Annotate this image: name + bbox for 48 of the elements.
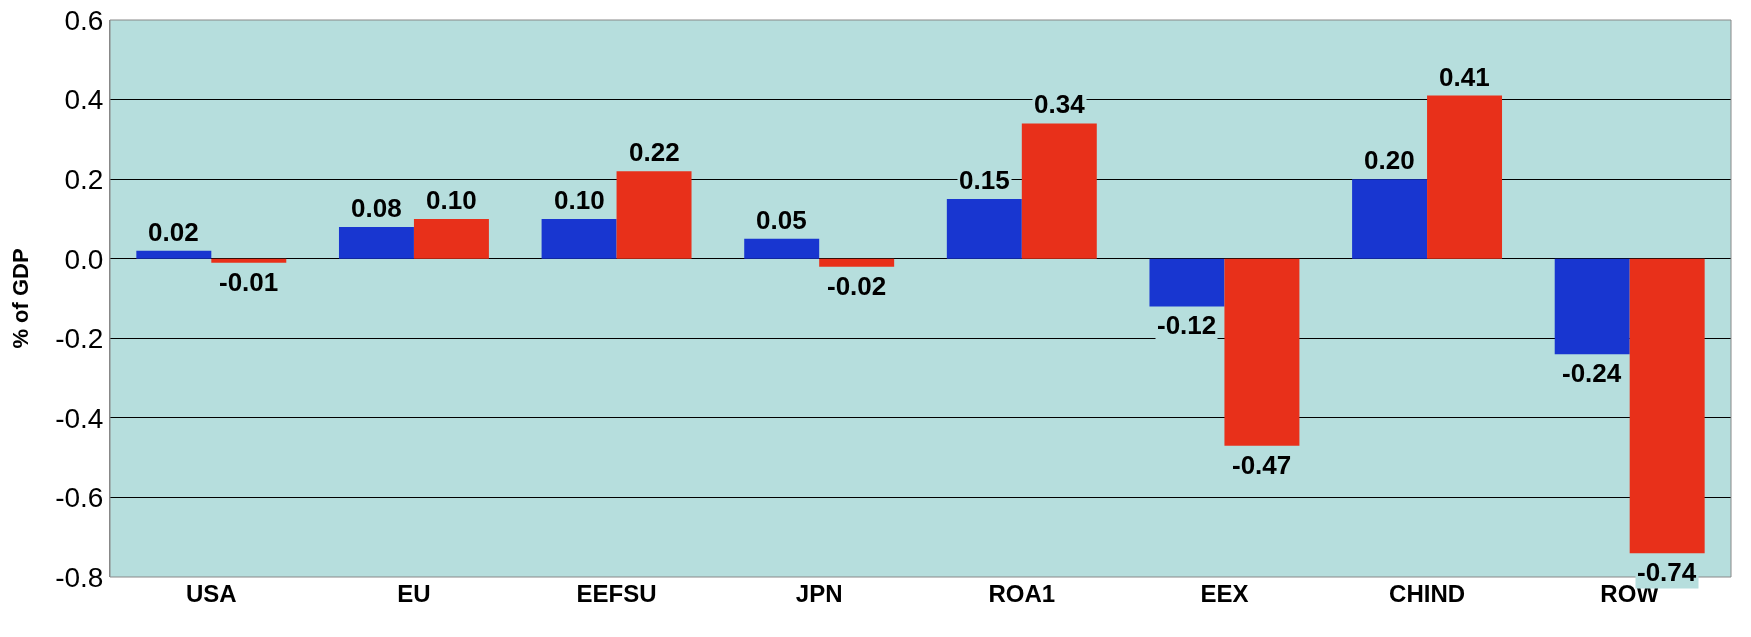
data-label: 0.34 [1034, 89, 1086, 119]
bar [136, 250, 212, 259]
bar [946, 199, 1022, 259]
bar [819, 258, 895, 267]
y-tick-label: 0.2 [64, 163, 104, 195]
bar [413, 218, 489, 259]
x-tick-label: CHIND [1389, 580, 1466, 607]
bar [1554, 258, 1630, 355]
y-tick-label: -0.6 [55, 482, 104, 514]
y-tick-label: 0.4 [64, 84, 104, 116]
data-label: 0.15 [959, 165, 1010, 195]
x-tick-label: USA [185, 580, 237, 607]
y-tick-label: -0.4 [55, 402, 104, 434]
x-tick-label: JPN [795, 580, 843, 607]
data-label: 0.02 [148, 217, 199, 247]
bar [1629, 258, 1705, 554]
y-axis-title: % of GDP [7, 248, 33, 349]
x-tick-label: ROA1 [988, 580, 1056, 607]
bar [1352, 179, 1428, 259]
y-tick-label: -0.8 [55, 561, 104, 593]
data-label: -0.12 [1157, 310, 1217, 340]
y-tick-label: 0.0 [64, 243, 104, 275]
data-label: 0.08 [351, 193, 402, 223]
data-label: 0.05 [756, 205, 807, 235]
x-tick-label: EEFSU [576, 580, 657, 607]
data-label: -0.01 [219, 267, 279, 297]
data-label: 0.10 [554, 185, 605, 215]
data-label: -0.02 [827, 271, 887, 301]
bar [616, 171, 692, 259]
y-tick-label: -0.2 [55, 323, 104, 355]
bar [338, 226, 414, 259]
bar [1224, 258, 1300, 446]
bar [1021, 123, 1097, 259]
bar [744, 238, 820, 259]
bar [541, 218, 617, 259]
data-label: -0.74 [1637, 557, 1697, 587]
data-label: -0.24 [1562, 358, 1622, 388]
data-label: -0.47 [1232, 450, 1292, 480]
bar [1149, 258, 1225, 307]
y-tick-label: 0.6 [64, 4, 104, 36]
x-tick-label: EEX [1200, 580, 1249, 607]
bar [1427, 95, 1503, 259]
data-label: 0.10 [426, 185, 477, 215]
data-label: 0.20 [1364, 145, 1415, 175]
bar [211, 258, 287, 263]
data-label: 0.22 [629, 137, 680, 167]
x-tick-label: EU [397, 580, 431, 607]
data-label: 0.41 [1439, 62, 1490, 92]
